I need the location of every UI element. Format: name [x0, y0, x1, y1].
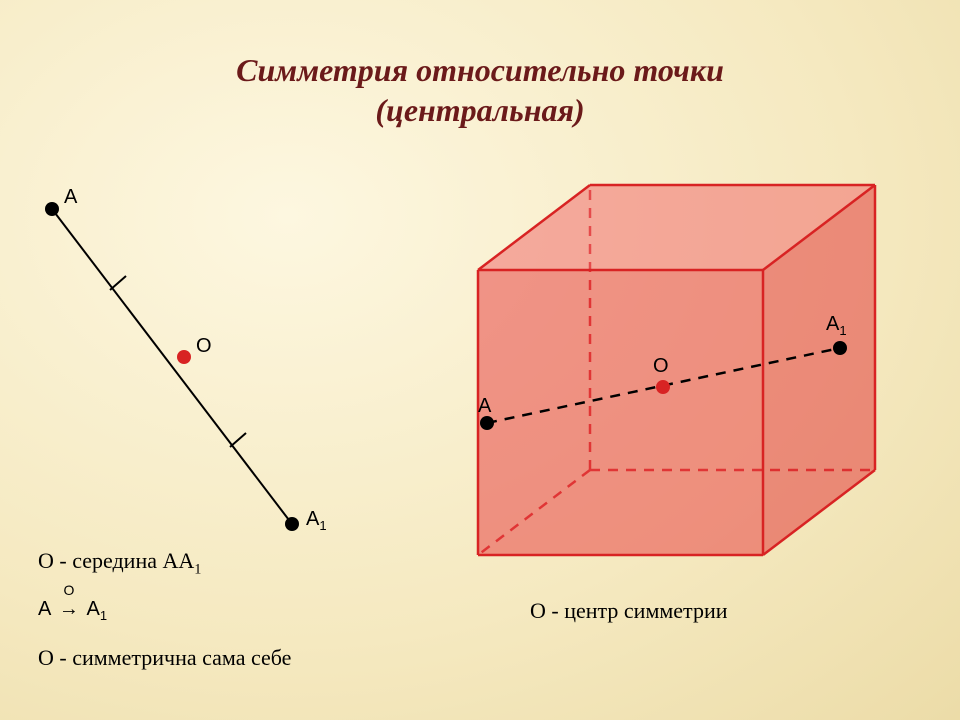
arrow-with-O: →	[57, 598, 81, 621]
mapping-A1: А1	[86, 598, 107, 620]
cube-point-O	[656, 380, 670, 394]
cube-label-O: О	[653, 355, 669, 378]
segment-AA1	[52, 209, 292, 524]
point-O	[177, 350, 191, 364]
caption-midpoint-sub: 1	[194, 561, 201, 577]
tick-mark	[110, 276, 126, 290]
label-A1: А1	[306, 508, 327, 533]
label-O: О	[196, 335, 212, 358]
caption-midpoint: О - середина АА1	[38, 548, 201, 578]
cube-front-face	[478, 270, 763, 555]
caption-mapping: А → А1	[38, 598, 107, 623]
diagram-canvas	[0, 0, 960, 720]
point-A	[45, 202, 59, 216]
tick-mark	[230, 433, 246, 447]
caption-center: О - центр симметрии	[530, 598, 727, 624]
cube-point-A	[480, 416, 494, 430]
cube-point-A1	[833, 341, 847, 355]
mapping-A: А	[38, 598, 51, 620]
cube-label-A1: А1	[826, 313, 847, 338]
caption-self-symmetric: О - симметрична сама себе	[38, 645, 291, 671]
cube-label-A: А	[478, 395, 491, 418]
label-A: А	[64, 186, 77, 209]
caption-midpoint-text: О - середина АА	[38, 548, 194, 573]
point-A1	[285, 517, 299, 531]
